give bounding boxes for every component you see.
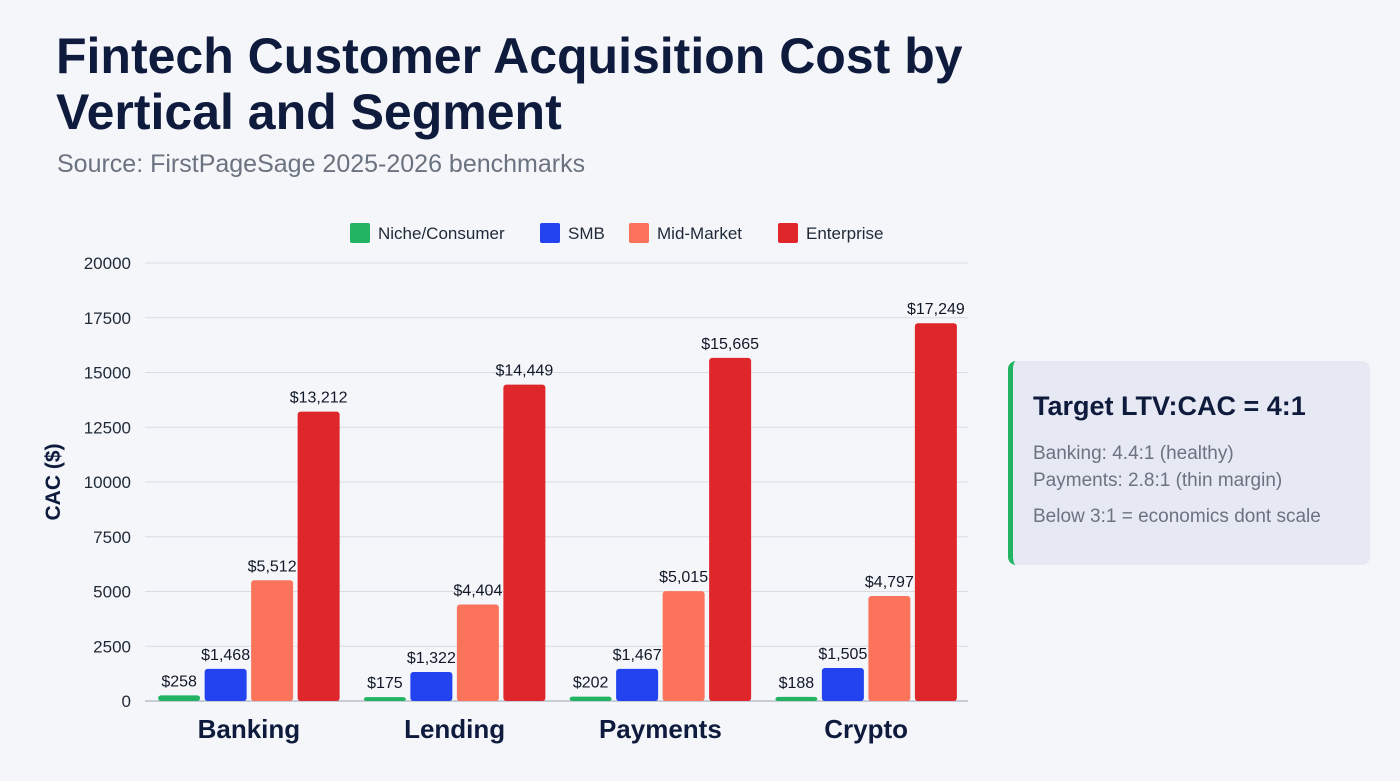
data-label: $1,322 bbox=[407, 650, 456, 667]
data-label: $13,212 bbox=[290, 390, 348, 407]
chart-subtitle: Source: FirstPageSage 2025-2026 benchmar… bbox=[57, 150, 586, 178]
y-tick-label: 5000 bbox=[93, 583, 131, 602]
data-label: $15,665 bbox=[701, 336, 759, 353]
bar bbox=[821, 668, 864, 701]
data-label: $1,468 bbox=[201, 647, 250, 664]
legend-label: Enterprise bbox=[806, 224, 883, 243]
x-tick-label: Payments bbox=[599, 714, 722, 744]
bar bbox=[456, 604, 499, 701]
bar-chart: 0 2500 5000 7500 10000 12500 15000 17500 20000 CA… bbox=[42, 223, 968, 744]
bar bbox=[709, 357, 752, 701]
bar bbox=[204, 668, 247, 701]
y-tick-label: 17500 bbox=[84, 309, 131, 328]
bar bbox=[914, 323, 957, 701]
bar bbox=[868, 595, 911, 701]
bar bbox=[297, 411, 340, 701]
y-tick-label: 12500 bbox=[84, 418, 131, 437]
bar bbox=[410, 672, 453, 701]
legend-swatch bbox=[540, 223, 560, 243]
y-tick-label: 10000 bbox=[84, 473, 131, 492]
bar bbox=[662, 591, 705, 701]
data-label: $4,797 bbox=[865, 574, 914, 591]
data-label: $1,467 bbox=[613, 647, 662, 664]
bar bbox=[616, 668, 659, 701]
bar bbox=[363, 697, 406, 701]
legend-label: SMB bbox=[568, 224, 605, 243]
legend-label: Niche/Consumer bbox=[378, 224, 505, 243]
y-tick-label: 7500 bbox=[93, 528, 131, 547]
y-tick-label: 0 bbox=[122, 692, 131, 711]
data-label: $17,249 bbox=[907, 301, 965, 318]
callout-line: Below 3:1 = economics dont scale bbox=[1033, 506, 1321, 527]
callout-title: Target LTV:CAC = 4:1 bbox=[1033, 391, 1306, 421]
y-tick-label: 20000 bbox=[84, 254, 131, 273]
legend-swatch bbox=[629, 223, 649, 243]
bar bbox=[158, 695, 201, 701]
y-tick-label: 2500 bbox=[93, 637, 131, 656]
y-tick-label: 15000 bbox=[84, 364, 131, 383]
data-label: $175 bbox=[367, 675, 403, 692]
y-axis-label: CAC ($) bbox=[42, 444, 65, 521]
data-label: $258 bbox=[161, 673, 197, 690]
ltv-cac-callout: Target LTV:CAC = 4:1 Banking: 4.4:1 (hea… bbox=[1008, 361, 1370, 565]
data-label: $5,015 bbox=[659, 569, 708, 586]
legend-swatch bbox=[778, 223, 798, 243]
legend-label: Mid-Market bbox=[657, 224, 742, 243]
bar bbox=[569, 696, 612, 701]
x-tick-label: Banking bbox=[198, 714, 301, 744]
data-label: $14,449 bbox=[495, 363, 553, 380]
legend-swatch bbox=[350, 223, 370, 243]
data-label: $202 bbox=[573, 675, 609, 692]
bar bbox=[775, 696, 818, 701]
callout-line: Banking: 4.4:1 (healthy) bbox=[1033, 443, 1234, 464]
data-label: $4,404 bbox=[453, 583, 502, 600]
callout-line: Payments: 2.8:1 (thin margin) bbox=[1033, 470, 1283, 491]
data-label: $5,512 bbox=[248, 558, 297, 575]
bar bbox=[503, 384, 546, 701]
x-tick-label: Crypto bbox=[824, 714, 908, 744]
bar bbox=[251, 580, 294, 701]
data-label: $1,505 bbox=[818, 646, 867, 663]
chart-title: Fintech Customer Acquisition Cost by Ver… bbox=[56, 28, 963, 140]
data-label: $188 bbox=[779, 675, 815, 692]
x-tick-label: Lending bbox=[404, 714, 505, 744]
